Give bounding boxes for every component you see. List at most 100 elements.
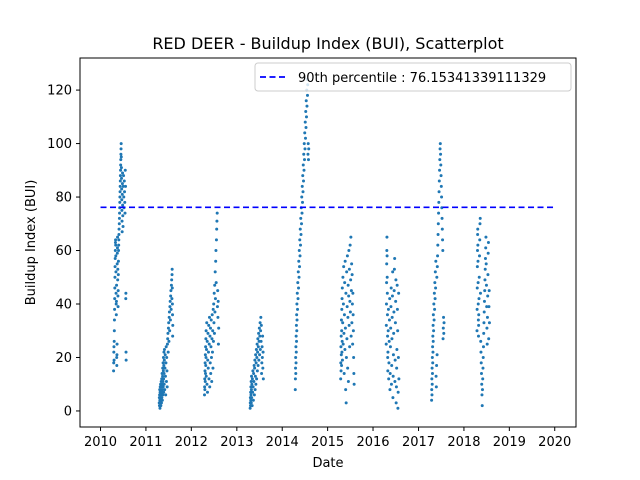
data-point xyxy=(343,347,347,351)
data-point xyxy=(435,364,439,367)
data-point xyxy=(298,227,302,231)
data-point xyxy=(113,249,117,253)
data-point xyxy=(169,283,173,287)
data-point xyxy=(253,358,257,362)
data-point xyxy=(254,353,258,357)
data-point xyxy=(394,278,398,282)
data-point xyxy=(298,254,302,258)
data-point xyxy=(204,329,208,333)
data-point xyxy=(304,99,308,103)
data-point xyxy=(295,313,299,317)
data-point xyxy=(120,192,124,196)
data-point xyxy=(114,243,118,247)
data-point xyxy=(298,265,302,269)
data-point xyxy=(260,372,264,376)
data-point xyxy=(255,369,259,373)
data-point xyxy=(252,364,256,367)
plot-frame xyxy=(79,57,577,428)
data-point xyxy=(165,385,169,389)
data-point xyxy=(340,297,344,301)
data-point xyxy=(250,396,254,400)
data-point xyxy=(251,390,255,394)
data-point xyxy=(393,257,397,261)
data-point xyxy=(305,104,309,108)
data-point xyxy=(116,235,120,239)
data-point xyxy=(203,377,207,381)
data-point xyxy=(212,302,216,306)
data-point xyxy=(475,329,479,333)
data-point xyxy=(295,318,299,322)
data-point xyxy=(388,372,392,376)
data-point xyxy=(436,222,440,226)
data-point xyxy=(165,369,169,373)
data-point xyxy=(300,195,304,199)
data-point xyxy=(436,254,440,258)
data-point xyxy=(112,339,116,343)
data-point xyxy=(299,216,303,220)
data-point xyxy=(295,291,299,295)
data-point xyxy=(480,393,484,397)
data-point xyxy=(431,350,435,354)
x-tick-label: 2016 xyxy=(356,435,389,450)
data-point xyxy=(477,275,481,279)
data-point xyxy=(252,380,256,384)
data-point xyxy=(300,211,304,215)
data-point xyxy=(432,329,436,333)
data-point xyxy=(302,152,306,156)
data-point xyxy=(341,302,345,306)
data-point xyxy=(118,200,122,204)
x-tick-label: 2015 xyxy=(311,435,344,450)
series-2018 xyxy=(475,216,491,408)
data-point xyxy=(215,305,219,309)
data-point xyxy=(351,291,355,295)
data-point xyxy=(121,203,125,207)
data-point xyxy=(165,355,169,359)
data-point xyxy=(212,331,216,335)
data-point xyxy=(430,393,434,397)
data-point xyxy=(119,147,123,151)
data-point xyxy=(299,243,303,247)
data-point xyxy=(162,390,166,394)
data-point xyxy=(431,361,435,365)
data-point xyxy=(390,337,394,341)
data-point xyxy=(118,179,122,183)
data-point xyxy=(250,382,254,386)
data-point xyxy=(214,249,218,253)
data-point xyxy=(301,200,304,204)
data-point xyxy=(478,216,482,220)
data-point xyxy=(209,372,213,376)
data-point xyxy=(339,353,343,357)
data-point xyxy=(342,265,346,269)
data-point xyxy=(345,254,349,258)
data-point xyxy=(395,347,399,351)
data-point xyxy=(168,329,172,333)
data-point xyxy=(340,329,344,333)
data-point xyxy=(161,366,165,370)
data-point xyxy=(348,243,352,247)
data-point xyxy=(386,307,390,311)
data-point xyxy=(340,307,344,311)
legend-label: 90th percentile : 76.15341339111329 xyxy=(298,71,546,86)
data-point xyxy=(214,238,218,242)
data-point xyxy=(430,377,434,381)
data-point xyxy=(216,299,220,303)
data-point xyxy=(115,342,119,346)
y-tick-label: 80 xyxy=(55,191,72,206)
data-point xyxy=(261,334,265,338)
data-point xyxy=(117,249,121,253)
data-point xyxy=(297,249,301,253)
data-point xyxy=(481,345,485,349)
data-point xyxy=(297,259,301,263)
data-point xyxy=(396,406,400,410)
data-point xyxy=(255,377,259,381)
data-point xyxy=(161,380,165,384)
x-tick-label: 2011 xyxy=(129,435,162,450)
data-point xyxy=(302,179,305,183)
data-point xyxy=(203,369,207,373)
data-point xyxy=(476,232,480,236)
data-point xyxy=(168,299,172,303)
data-point xyxy=(349,334,353,338)
data-point xyxy=(434,286,438,290)
data-point xyxy=(170,273,174,277)
data-point xyxy=(258,353,262,357)
